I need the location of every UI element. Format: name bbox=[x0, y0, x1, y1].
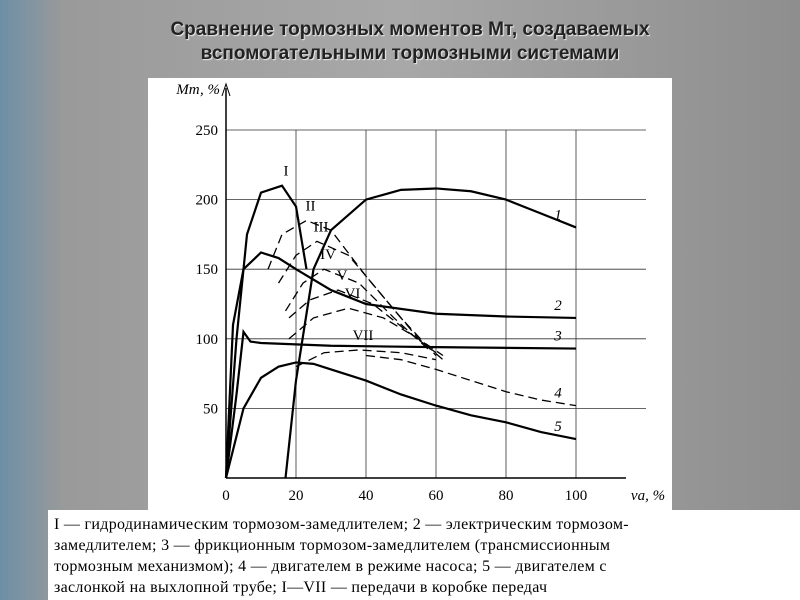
caption-line: тормозным механизмом); 4 — двигателем в … bbox=[54, 558, 607, 575]
y-axis-arrow bbox=[221, 82, 231, 97]
series-line bbox=[288, 307, 444, 357]
x-tick-label: 60 bbox=[429, 488, 444, 504]
curve-label: 4 bbox=[554, 386, 562, 402]
y-tick-label: 200 bbox=[196, 193, 219, 209]
series-line bbox=[224, 328, 577, 479]
curve-label: VI bbox=[345, 286, 361, 302]
series-line bbox=[295, 349, 437, 368]
series-line bbox=[284, 268, 430, 351]
series-line bbox=[224, 184, 308, 479]
x-tick-label: 20 bbox=[289, 488, 304, 504]
curve-label: I bbox=[284, 164, 289, 180]
curve-label: V bbox=[337, 268, 348, 284]
slide-title: Сравнение тормозных моментов Мт, создава… bbox=[170, 19, 650, 64]
x-tick-label: 100 bbox=[565, 488, 588, 504]
curve-label: III bbox=[314, 219, 329, 235]
curve-label: 3 bbox=[553, 329, 562, 345]
caption: I — гидродинамическим тормозом-замедлите… bbox=[48, 510, 800, 600]
curve-label: 1 bbox=[554, 207, 562, 223]
curve-label: IV bbox=[320, 247, 336, 263]
caption-line: I — гидродинамическим тормозом-замедлите… bbox=[54, 516, 629, 533]
y-tick-label: 250 bbox=[196, 123, 219, 139]
x-tick-label: 0 bbox=[222, 488, 230, 504]
y-tick-label: 150 bbox=[196, 262, 219, 278]
curve-label: 2 bbox=[554, 298, 562, 314]
series-line bbox=[224, 361, 577, 479]
x-tick-label: 80 bbox=[499, 488, 514, 504]
x-axis-label: vа, % bbox=[631, 488, 665, 504]
y-axis-label: Mт, % bbox=[175, 82, 220, 98]
series-line bbox=[288, 289, 437, 354]
y-tick-label: 100 bbox=[196, 332, 219, 348]
series-line bbox=[224, 251, 577, 479]
series-line bbox=[365, 354, 577, 407]
x-tick-label: 40 bbox=[359, 488, 374, 504]
y-tick-label: 50 bbox=[203, 401, 218, 417]
chart: 50 100 150 200 250 0 20 40 60 80 100 Mт, % vа, % 1 2 3 4… bbox=[148, 78, 672, 510]
curve-label: II bbox=[306, 198, 316, 214]
curve-label: VII bbox=[353, 328, 374, 344]
curve-label: 5 bbox=[554, 419, 562, 435]
series-line bbox=[284, 187, 577, 479]
caption-line: заслонкой на выхлопной трубе; I—VII — пе… bbox=[54, 579, 548, 596]
caption-line: замедлителем; 3 — фрикционным тормозом-з… bbox=[54, 537, 611, 554]
